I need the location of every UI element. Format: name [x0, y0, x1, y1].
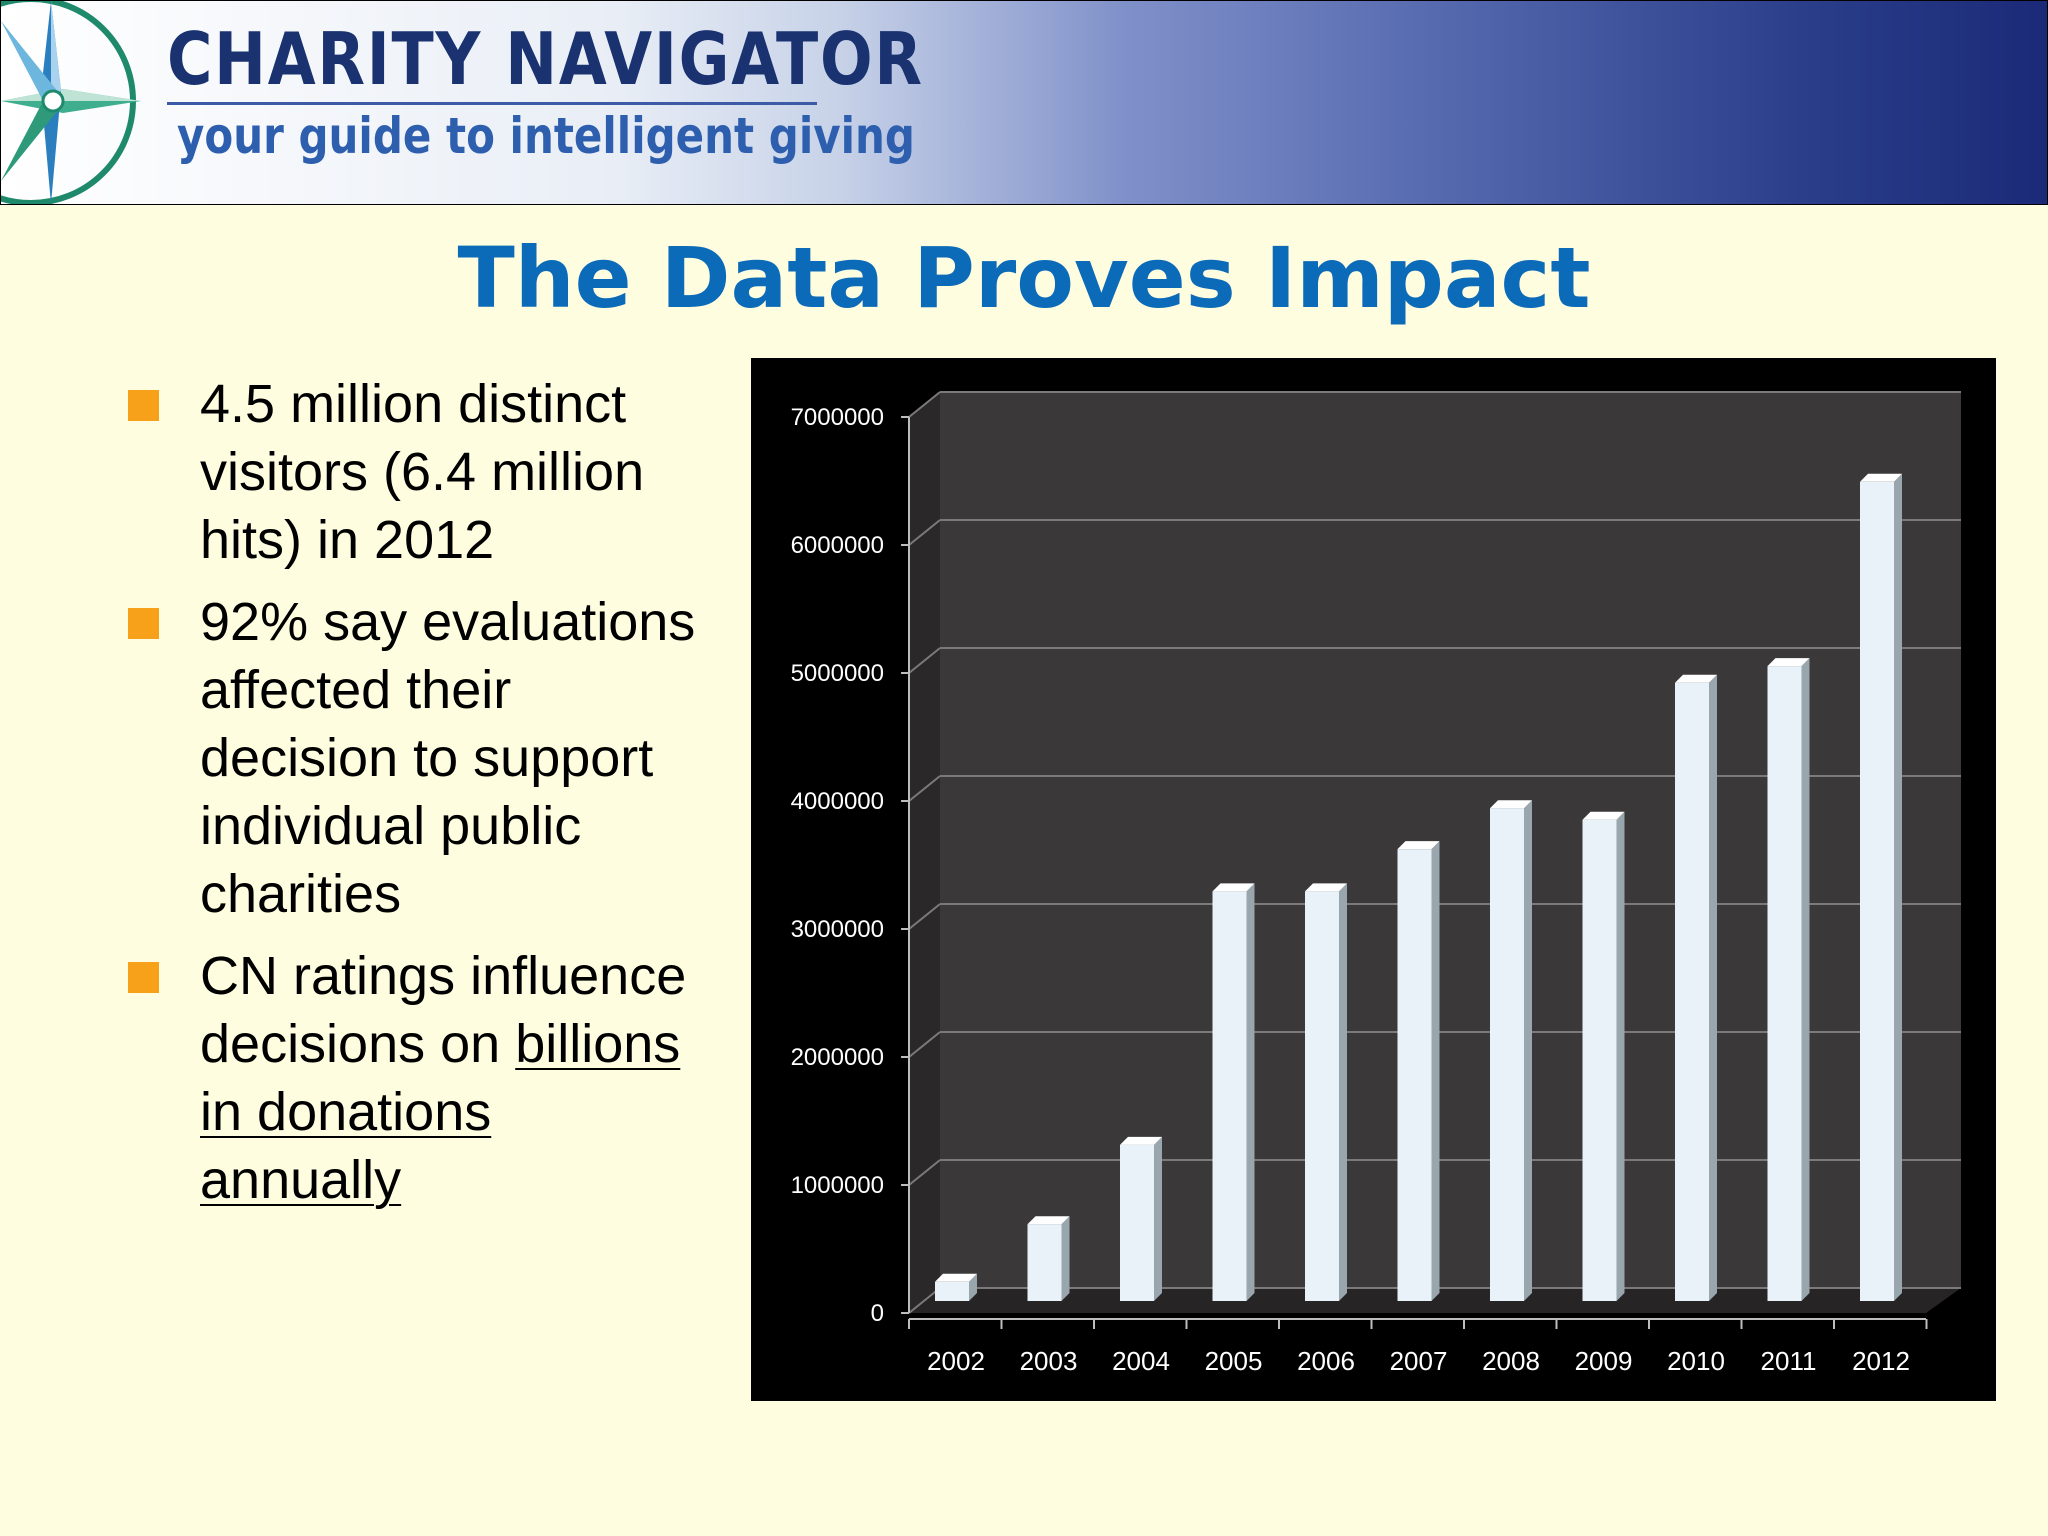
gridline-depth	[908, 1287, 941, 1314]
bar-front	[1397, 849, 1432, 1301]
brand-divider	[167, 102, 817, 105]
bar-top	[1212, 883, 1255, 892]
y-tick-label: 2000000	[791, 1044, 884, 1071]
gridline-depth	[908, 775, 941, 802]
bullet-list: 4.5 million distinct visitors (6.4 milli…	[126, 370, 706, 1228]
bullet-item: 92% say evaluations affected their decis…	[126, 588, 706, 928]
x-tick-label: 2006	[1297, 1346, 1355, 1376]
y-tick-label: 5000000	[791, 660, 884, 687]
brand-tagline: your guide to intelligent giving	[177, 107, 915, 165]
y-tick-label: 4000000	[791, 788, 884, 815]
bar-side	[1616, 811, 1625, 1301]
bar-side	[1709, 674, 1717, 1301]
gridline-depth	[908, 519, 941, 546]
bar-side	[1061, 1216, 1070, 1301]
x-tick-label: 2012	[1852, 1346, 1910, 1376]
bar-front	[1582, 819, 1617, 1301]
bar-top	[1490, 800, 1532, 809]
y-tick-label: 0	[871, 1300, 884, 1327]
x-tick-label: 2005	[1205, 1346, 1263, 1376]
bar-top	[1120, 1136, 1162, 1145]
bar-side	[1801, 658, 1810, 1301]
bar-top	[1027, 1216, 1070, 1225]
bullet-square-icon	[128, 608, 159, 639]
x-tick-label: 2003	[1020, 1346, 1078, 1376]
slide-title: The Data Proves Impact	[457, 229, 1591, 327]
y-tick-label: 7000000	[791, 404, 884, 431]
bar-top	[1767, 658, 1810, 667]
y-tick-label: 3000000	[791, 916, 884, 943]
bar-top	[1305, 883, 1347, 892]
gridline-depth	[908, 1031, 941, 1058]
bullet-text: CN ratings influence decisions on	[200, 946, 687, 1074]
bar-side	[1524, 800, 1532, 1301]
bar-front	[1212, 891, 1247, 1301]
bar-side	[1894, 473, 1902, 1301]
x-tick-label: 2009	[1575, 1346, 1633, 1376]
x-tick-label: 2008	[1482, 1346, 1540, 1376]
header-banner: CHARITY NAVIGATOR your guide to intellig…	[0, 0, 2048, 205]
gridline-depth	[908, 647, 941, 674]
bar-top	[1860, 473, 1902, 482]
bar-side	[1154, 1136, 1162, 1301]
bar-front	[1860, 481, 1894, 1301]
visitors-bar-chart: 0 1000000 2000000 3000000 4000000 5000000 6000…	[751, 358, 1996, 1401]
bar-front	[935, 1281, 969, 1301]
bullet-square-icon	[128, 390, 159, 421]
y-tick-label: 6000000	[791, 532, 884, 559]
y-tick-label: 1000000	[791, 1172, 884, 1199]
brand-name: CHARITY NAVIGATOR	[167, 17, 924, 101]
gridline-depth	[908, 903, 941, 930]
bullet-item: 4.5 million distinct visitors (6.4 milli…	[126, 370, 706, 574]
x-tick-label: 2010	[1667, 1346, 1725, 1376]
bar-front	[1675, 682, 1709, 1301]
bar-side	[1431, 841, 1440, 1301]
bar-front	[1490, 808, 1524, 1301]
x-tick-label: 2011	[1761, 1346, 1817, 1376]
bar-top	[935, 1273, 977, 1282]
bar-front	[1767, 666, 1802, 1301]
bullet-underlined-text: billions in donations annually	[200, 1014, 681, 1210]
bar-side	[969, 1273, 977, 1301]
bar-front	[1120, 1144, 1154, 1301]
bar-front	[1027, 1224, 1062, 1301]
bullet-text: 4.5 million distinct visitors (6.4 milli…	[200, 374, 645, 570]
bar-side	[1246, 883, 1255, 1301]
x-tick-label: 2002	[927, 1346, 985, 1376]
bullet-square-icon	[128, 962, 159, 993]
bar-top	[1582, 811, 1625, 820]
bar-top	[1675, 674, 1717, 683]
bar-side	[1339, 883, 1347, 1301]
plot-side-wall	[909, 392, 940, 1313]
bullet-item: CN ratings influence decisions on billio…	[126, 942, 706, 1214]
gridline-depth	[908, 1159, 941, 1186]
bar-front	[1305, 891, 1339, 1301]
gridline-depth	[908, 391, 941, 418]
compass-logo-icon	[1, 1, 141, 204]
x-tick-label: 2007	[1390, 1346, 1448, 1376]
x-tick-label: 2004	[1112, 1346, 1170, 1376]
bullet-text: 92% say evaluations affected their decis…	[200, 592, 696, 924]
bar-top	[1397, 841, 1440, 850]
